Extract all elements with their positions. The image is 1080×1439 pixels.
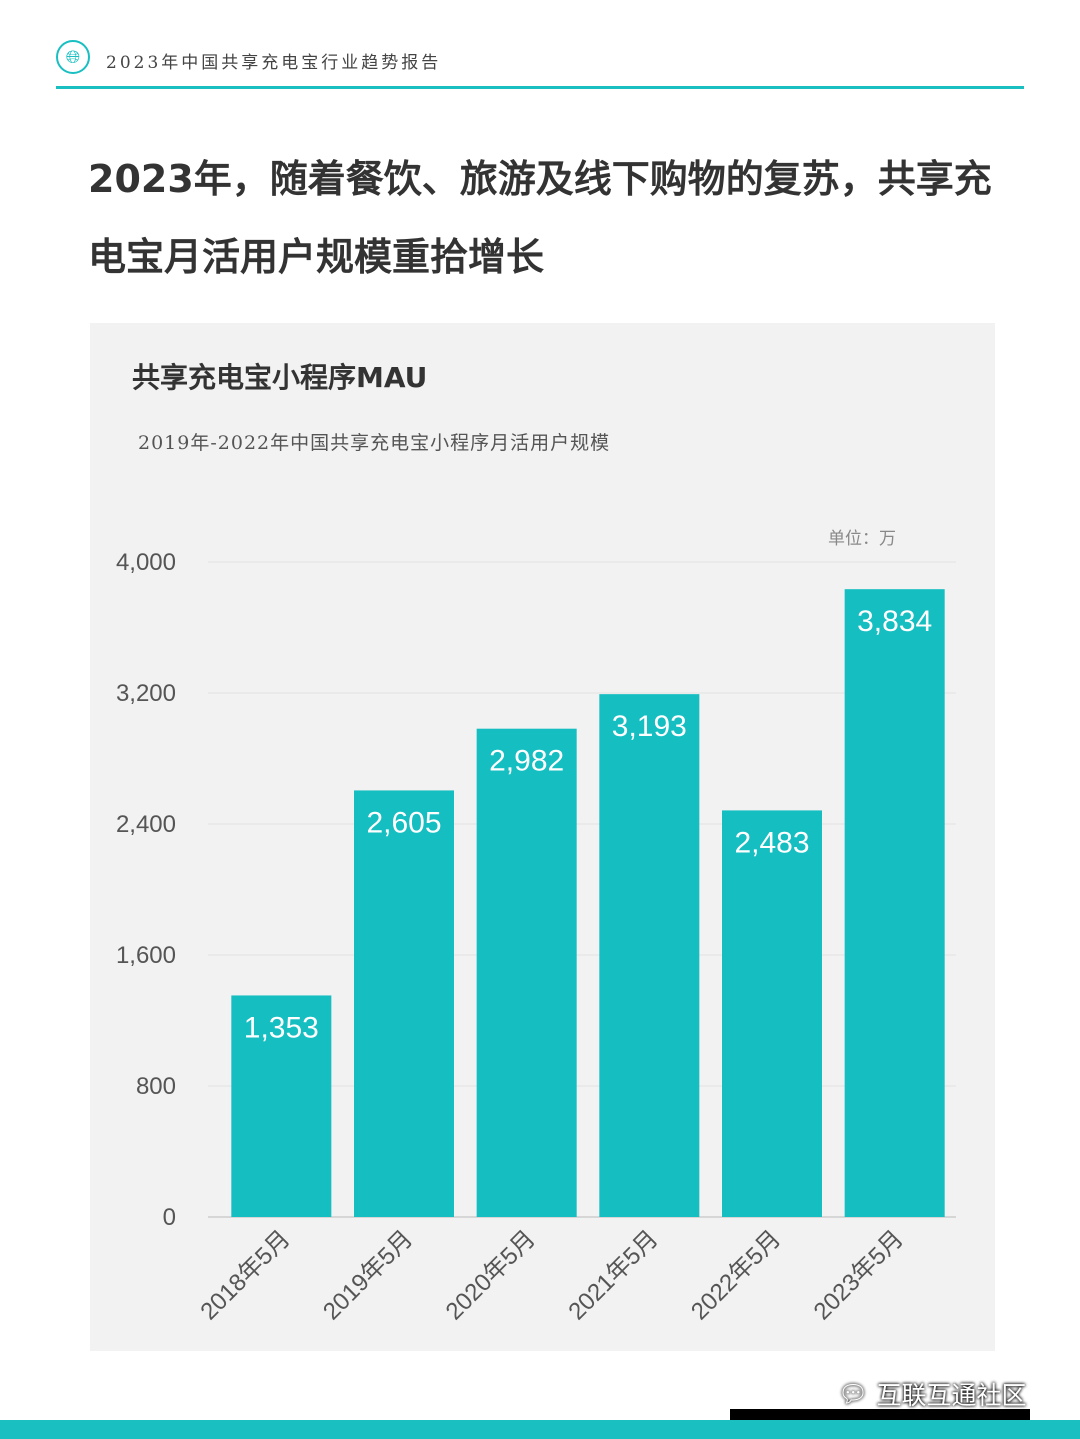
x-tick-label: 2021年5月: [563, 1225, 663, 1325]
unit-label: 单位：万: [828, 529, 896, 549]
x-tick-label: 2020年5月: [441, 1225, 541, 1325]
chart-subtitle: 2019年-2022年中国共享充电宝小程序月活用户规模: [138, 432, 611, 454]
report-title: 2023年中国共享充电宝行业趋势报告: [106, 53, 442, 73]
bar-value-label: 3,834: [857, 605, 932, 638]
bar: [476, 728, 577, 1217]
watermark-text: 互联互通社区: [876, 1381, 1027, 1410]
bar: [599, 694, 700, 1217]
bar-value-label: 2,483: [734, 826, 809, 859]
bar-value-label: 3,193: [612, 710, 687, 743]
page-headline: 2023年，随着餐饮、旅游及线下购物的复苏，共享充电宝月活用户规模重拾增长: [88, 157, 992, 279]
x-tick-label: 2022年5月: [686, 1225, 786, 1325]
bar: [231, 995, 332, 1217]
y-tick-label: 0: [163, 1204, 176, 1231]
y-tick-label: 800: [136, 1073, 176, 1100]
wechat-icon: 💬︎: [838, 1380, 869, 1408]
y-tick-label: 4,000: [116, 549, 176, 576]
y-tick-label: 1,600: [116, 942, 176, 969]
footer-bar: [0, 1420, 1080, 1439]
x-tick-label: 2018年5月: [195, 1225, 295, 1325]
report-header: 🌐︎ 2023年中国共享充电宝行业趋势报告: [56, 40, 1024, 86]
x-tick-label: 2019年5月: [318, 1225, 418, 1325]
bar: [844, 589, 945, 1217]
bar-value-label: 1,353: [244, 1011, 319, 1044]
globe-icon: 🌐︎: [56, 40, 90, 74]
bar: [722, 810, 822, 1217]
x-tick-label: 2023年5月: [809, 1225, 909, 1325]
bar: [354, 790, 454, 1217]
chart-title: 共享充电宝小程序MAU: [132, 361, 428, 394]
y-tick-label: 3,200: [116, 680, 176, 707]
bar-value-label: 2,605: [366, 806, 441, 839]
bar-value-label: 2,982: [489, 745, 564, 778]
header-divider: [56, 86, 1024, 89]
watermark: 💬︎ 互联互通社区: [838, 1376, 1026, 1412]
y-tick-label: 2,400: [116, 811, 176, 838]
